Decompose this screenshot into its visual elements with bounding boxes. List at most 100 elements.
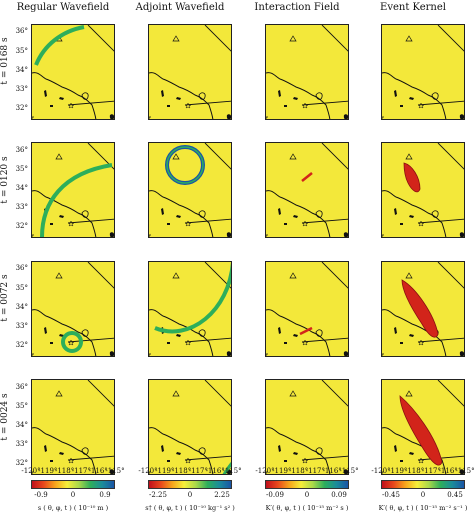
x-tick: -115° — [339, 467, 359, 475]
colorbar-tick-mid: 0 — [70, 491, 76, 499]
island-marker — [284, 342, 287, 344]
lake-outline — [81, 92, 89, 100]
island-marker — [394, 90, 397, 97]
map-panel — [31, 379, 115, 475]
coastline — [32, 72, 97, 119]
x-tick: -117° — [421, 467, 441, 475]
station-triangle — [55, 153, 63, 160]
border-line — [437, 25, 464, 52]
coastline — [382, 309, 447, 356]
lake-outline — [198, 210, 206, 218]
y-tick: 36° — [15, 383, 28, 391]
coastline — [32, 190, 97, 237]
source-star — [184, 339, 192, 346]
island-marker — [278, 208, 281, 215]
colorbar-label-adjoint: s† ( θ, φ, t ) ( 10⁻¹⁰ kg⁻¹ s² ) — [145, 504, 235, 512]
border-line — [417, 455, 464, 461]
border-line — [204, 25, 231, 52]
border-line — [437, 143, 464, 170]
y-tick: 33° — [15, 322, 28, 330]
x-tick: -119° — [155, 467, 175, 475]
map-panel — [381, 142, 465, 238]
source-star — [417, 102, 425, 109]
map-svg — [149, 25, 231, 119]
station-triangle — [172, 153, 180, 160]
coast-blob — [343, 232, 348, 237]
coast-blob — [459, 469, 464, 474]
wavefront — [34, 25, 85, 66]
station-triangle — [289, 390, 297, 397]
island-marker — [293, 215, 298, 218]
station-triangle — [405, 35, 413, 42]
x-tick: -119° — [272, 467, 292, 475]
island-marker — [293, 97, 298, 100]
island-marker — [293, 452, 298, 455]
map-svg — [32, 380, 114, 474]
x-tick: -120° — [21, 467, 41, 475]
station-triangle — [289, 272, 297, 279]
island-marker — [394, 327, 397, 334]
coast-blob — [343, 469, 348, 474]
source-star — [301, 457, 309, 464]
x-tick: -117° — [188, 467, 208, 475]
map-panel — [148, 261, 232, 357]
y-tick: 35° — [15, 402, 28, 410]
coast-blob — [109, 232, 114, 237]
map-panel — [265, 24, 349, 120]
adjoint-wavefront — [154, 262, 231, 334]
colorbar-interaction-field — [265, 480, 349, 489]
island-marker — [167, 105, 170, 107]
adjoint-wavefront — [222, 461, 231, 474]
lake-outline — [81, 329, 89, 337]
border-line — [417, 218, 464, 224]
coastline — [149, 116, 151, 119]
station-triangle — [289, 153, 297, 160]
y-tick: 34° — [15, 303, 28, 311]
island-marker — [400, 223, 403, 225]
lake-outline — [81, 447, 89, 455]
coast-blob — [226, 351, 231, 356]
island-marker — [394, 208, 397, 215]
border-line — [321, 262, 348, 289]
y-tick: 35° — [15, 47, 28, 55]
colorbar-tick-mid: 0 — [187, 491, 193, 499]
border-line — [184, 100, 231, 106]
island-marker — [409, 334, 414, 337]
border-line — [437, 380, 464, 407]
coastline — [382, 427, 447, 474]
border-line — [67, 100, 114, 106]
island-marker — [167, 223, 170, 225]
coastline — [266, 72, 331, 119]
lake-outline — [198, 92, 206, 100]
x-tick: -119° — [38, 467, 58, 475]
island-marker — [409, 215, 414, 218]
source-star — [67, 102, 75, 109]
source-star — [301, 220, 309, 227]
station-triangle — [405, 153, 413, 160]
island-marker — [167, 342, 170, 344]
island-marker — [394, 445, 397, 452]
island-marker — [50, 105, 53, 107]
coastline — [266, 116, 268, 119]
y-tick: 32° — [15, 341, 28, 349]
coastline — [382, 116, 384, 119]
coastline — [32, 471, 34, 474]
station-triangle — [405, 272, 413, 279]
border-line — [321, 143, 348, 170]
source-star — [301, 102, 309, 109]
border-line — [204, 380, 231, 407]
island-marker — [44, 90, 47, 97]
map-panel — [31, 142, 115, 238]
coastline — [32, 353, 34, 356]
kernel-banana — [399, 395, 443, 466]
y-tick: 32° — [15, 104, 28, 112]
island-marker — [167, 460, 170, 462]
border-line — [301, 455, 348, 461]
border-line — [417, 100, 464, 106]
coast-blob — [459, 114, 464, 119]
source-star — [417, 457, 425, 464]
island-marker — [278, 445, 281, 452]
lake-outline — [81, 210, 89, 218]
map-panel — [265, 379, 349, 475]
island-marker — [284, 460, 287, 462]
